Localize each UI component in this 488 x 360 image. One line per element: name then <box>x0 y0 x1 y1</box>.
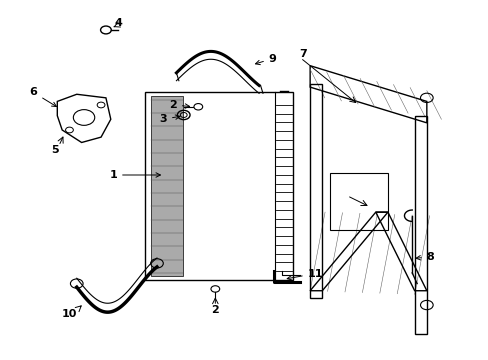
Text: 1: 1 <box>109 170 160 180</box>
Text: 11: 11 <box>286 269 323 280</box>
Polygon shape <box>151 96 183 276</box>
Text: 10: 10 <box>61 309 77 319</box>
Text: 4: 4 <box>114 18 122 28</box>
Text: 2: 2 <box>169 100 189 110</box>
Text: 7: 7 <box>298 49 306 59</box>
Text: 8: 8 <box>415 252 434 262</box>
Text: 3: 3 <box>159 114 180 124</box>
Text: 9: 9 <box>255 54 276 65</box>
Text: 5: 5 <box>51 145 59 155</box>
Text: 6: 6 <box>30 87 56 107</box>
Text: 2: 2 <box>211 305 219 315</box>
